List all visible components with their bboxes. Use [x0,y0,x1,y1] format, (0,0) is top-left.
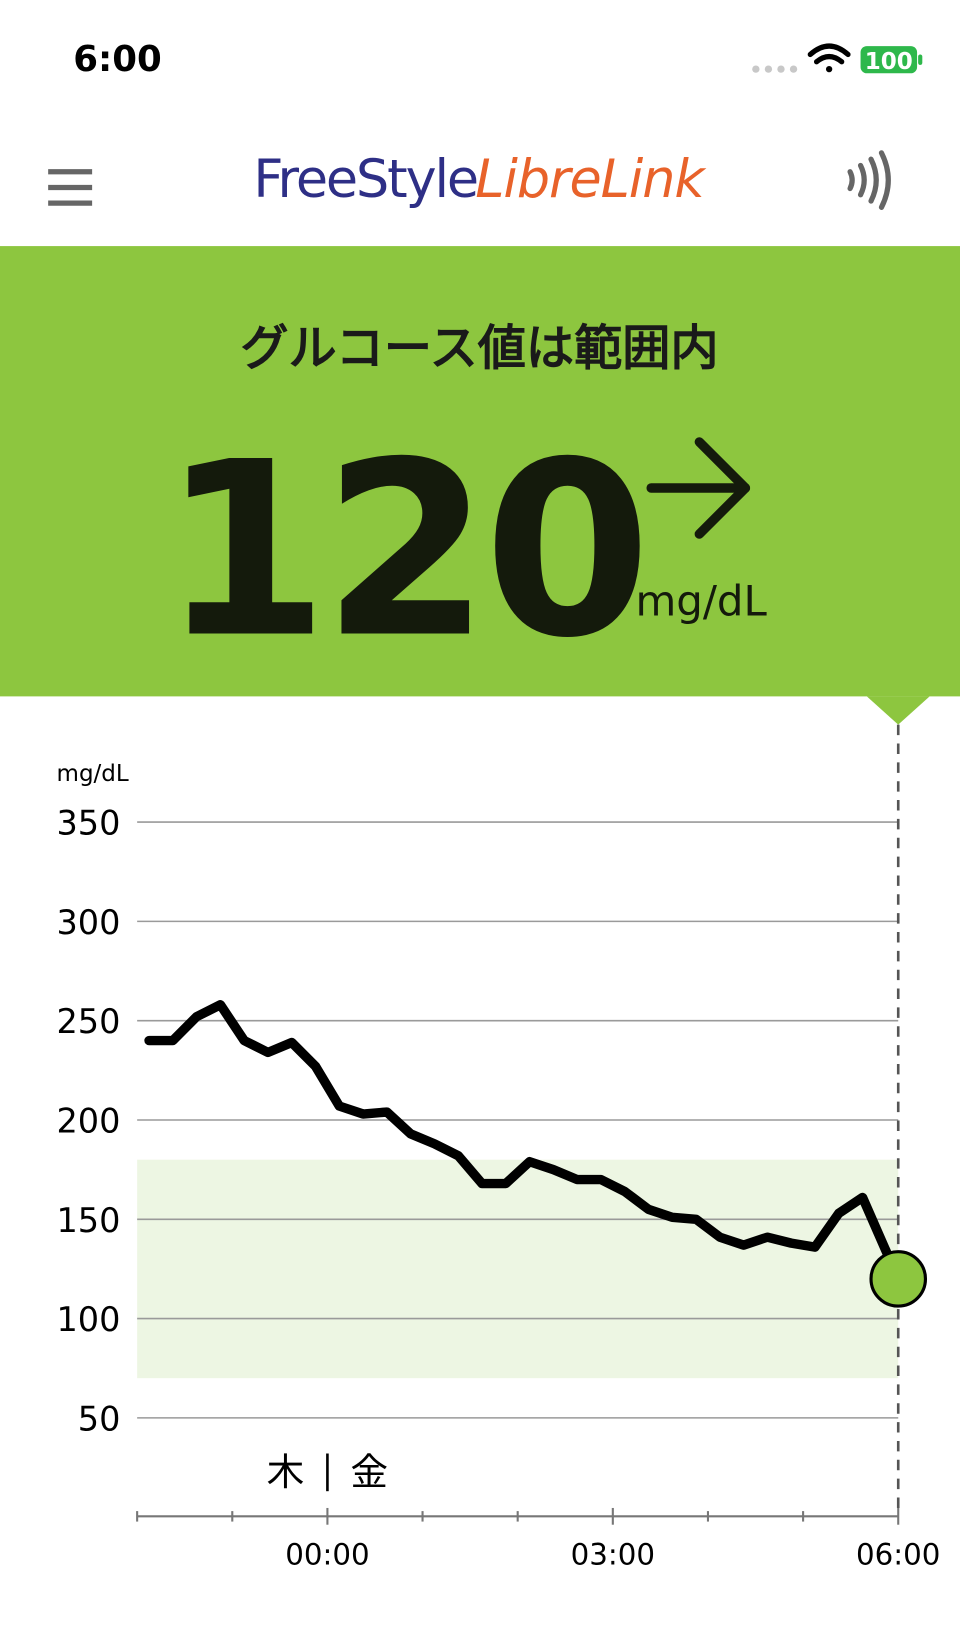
day-label: 金 [350,1450,388,1494]
glucose-unit: mg/dL [635,577,767,626]
battery-tip [918,54,923,65]
day-label: 木 [267,1450,305,1494]
battery [860,46,918,74]
y-tick-label: 350 [56,804,120,843]
scan-button[interactable] [847,150,891,210]
y-tick-label: 100 [56,1300,120,1339]
target-range [137,1159,899,1379]
menu-button[interactable] [48,169,93,206]
product-name: LibreLink [475,149,707,210]
glucose-line [144,1000,903,1284]
glucose-chart: mg/dL 50 100 150 200 250 300 350 00:00 03:00 06:0… [56,724,940,1572]
y-tick-label: 50 [78,1399,121,1438]
y-tick-label: 150 [56,1201,120,1240]
signal-dots [752,65,798,73]
glucose-status: グルコース値は範囲内 [240,320,718,376]
x-tick-label: 06:00 [856,1538,940,1572]
y-axis-label: mg/dL [57,761,129,787]
trend-arrow [646,437,751,539]
glucose-banner [0,246,960,697]
current-point [869,1250,928,1308]
y-tick-label: 250 [56,1002,120,1041]
x-tick-label: 03:00 [571,1538,655,1572]
y-tick-label: 200 [56,1102,120,1141]
glucose-value: 120 [161,410,645,691]
brand-name: FreeStyle [253,149,477,210]
y-tick-label: 300 [56,903,120,942]
battery-level: 100 [865,49,913,75]
banner-pointer [866,696,930,725]
status-time: 6:00 [73,39,161,80]
x-tick-label: 00:00 [285,1538,369,1572]
wifi-icon [807,43,851,73]
